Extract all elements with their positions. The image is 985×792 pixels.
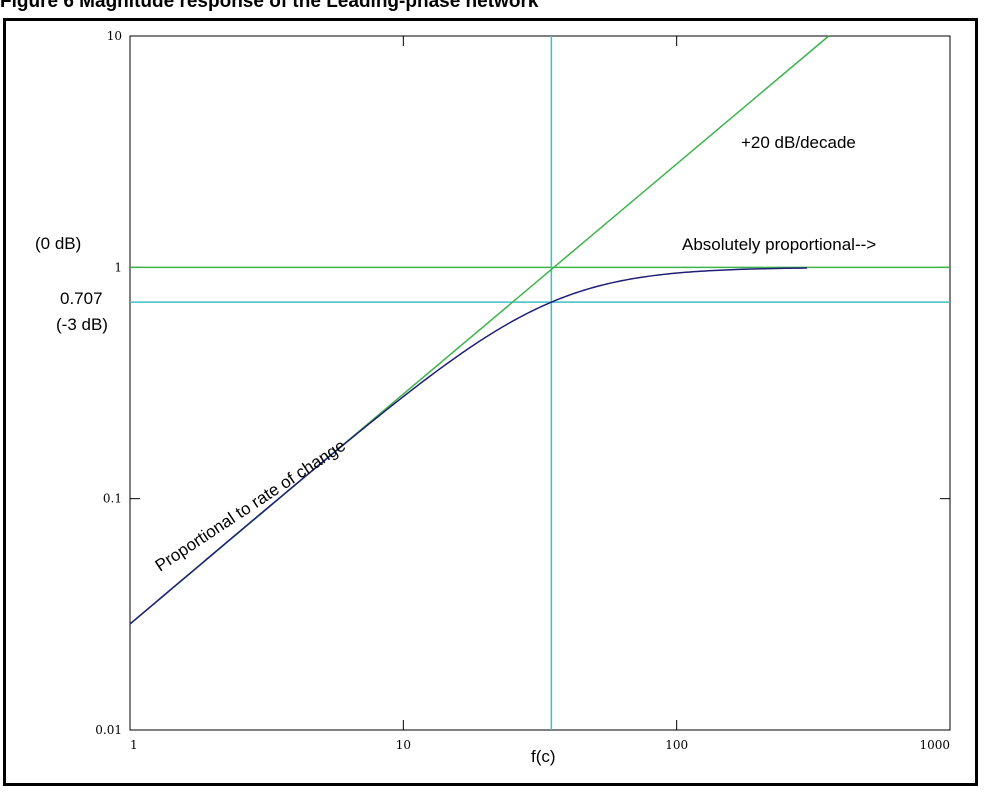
tick-labels-layer: 1 10 100 1000 0.01 0.1 1 10 — [95, 29, 950, 752]
annotation-fc: f(c) — [531, 747, 556, 766]
reference-lines-layer — [130, 36, 950, 730]
y-tick-label: 10 — [107, 29, 122, 43]
y-tick-label: 1 — [114, 260, 122, 274]
annotation-slope: +20 dB/decade — [741, 133, 856, 152]
series-layer — [129, 35, 830, 625]
annotation-minus3db: (-3 dB) — [56, 315, 108, 334]
series-line-magnitude-response — [129, 267, 808, 625]
y-tick-label: 0.01 — [95, 723, 122, 737]
annotation-0707: 0.707 — [60, 289, 103, 308]
x-tick-label: 100 — [665, 738, 688, 752]
figure-border — [3, 18, 978, 786]
annotation-rate-of-change: Proportional to rate of change — [152, 436, 349, 575]
figure-title: Figure 6 Magnitude response of the Leadi… — [0, 0, 539, 12]
x-tick-label: 1 — [130, 738, 138, 752]
y-tick-label: 0.1 — [103, 492, 122, 506]
annotation-absolutely-proportional: Absolutely proportional--> — [682, 235, 876, 254]
x-tick-label: 10 — [396, 738, 411, 752]
plot-area-frame — [129, 35, 951, 731]
x-tick-label: 1000 — [919, 738, 950, 752]
annotation-0db: (0 dB) — [35, 234, 81, 253]
